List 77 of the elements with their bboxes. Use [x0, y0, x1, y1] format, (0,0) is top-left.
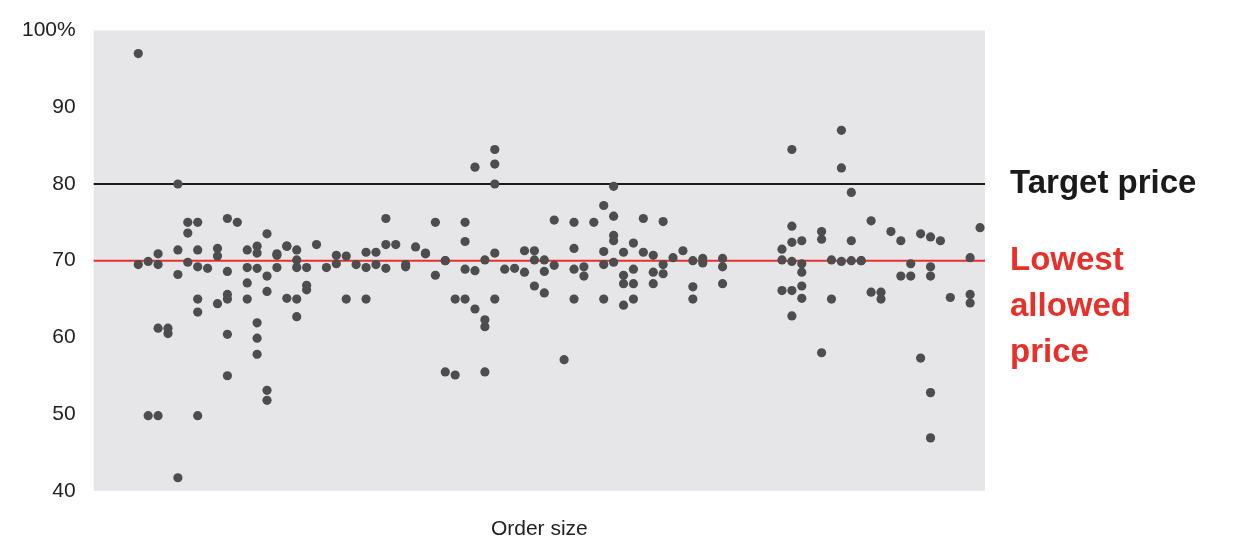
point — [925, 271, 936, 281]
point — [212, 299, 223, 309]
point — [193, 294, 203, 304]
point — [272, 263, 282, 273]
point — [252, 263, 262, 273]
point — [193, 411, 203, 421]
point — [569, 264, 579, 274]
ref-line-label: Target price — [1010, 163, 1197, 201]
point — [688, 294, 698, 304]
point — [965, 298, 975, 308]
point — [569, 294, 579, 304]
y-tick-label: 80 — [52, 170, 76, 194]
point — [787, 237, 797, 247]
point — [292, 312, 302, 322]
point — [480, 367, 490, 377]
point — [628, 279, 639, 289]
point — [618, 279, 629, 289]
point — [460, 294, 470, 304]
point — [539, 288, 549, 298]
point — [361, 294, 371, 304]
point — [242, 294, 252, 304]
point — [648, 279, 658, 289]
y-tick-label: 100% — [21, 17, 76, 41]
point — [440, 367, 450, 377]
point — [846, 256, 856, 266]
point — [470, 304, 480, 314]
point — [173, 269, 183, 280]
point — [252, 333, 262, 343]
point — [222, 329, 232, 339]
point — [262, 395, 272, 405]
y-tick-label: 70 — [52, 247, 76, 271]
y-tick-label: 50 — [52, 400, 76, 424]
point — [242, 278, 252, 288]
point — [925, 388, 936, 398]
point — [193, 307, 203, 317]
point — [797, 293, 807, 303]
point — [490, 179, 500, 189]
point — [381, 263, 391, 273]
point — [490, 248, 500, 258]
point — [183, 257, 193, 267]
point — [797, 281, 807, 291]
point — [292, 294, 302, 304]
point — [777, 286, 787, 296]
point — [717, 279, 728, 289]
x-axis-title: Order size — [490, 516, 588, 540]
y-tick-label: 40 — [52, 477, 76, 501]
point — [609, 230, 619, 240]
point — [529, 281, 539, 291]
point — [222, 371, 232, 381]
point — [817, 348, 827, 358]
point — [797, 267, 807, 277]
point — [599, 294, 609, 304]
point — [262, 385, 272, 395]
point — [490, 294, 500, 304]
point — [628, 294, 639, 304]
point — [292, 263, 302, 273]
point — [925, 433, 936, 443]
ref-line-label: Lowest allowed price — [1010, 239, 1132, 369]
point — [153, 323, 163, 333]
point — [282, 293, 292, 303]
point — [787, 311, 797, 321]
point — [193, 262, 203, 272]
point — [599, 259, 609, 270]
y-tick-label: 60 — [52, 324, 76, 348]
point — [787, 286, 797, 296]
point — [252, 318, 262, 328]
point — [836, 256, 846, 267]
point — [153, 411, 163, 421]
point — [609, 257, 619, 267]
point — [173, 473, 183, 483]
point — [658, 269, 668, 279]
point — [252, 349, 262, 359]
point — [618, 300, 629, 310]
point — [460, 264, 470, 274]
point — [787, 256, 797, 267]
point — [262, 286, 272, 296]
y-tick-label: 90 — [52, 94, 76, 118]
